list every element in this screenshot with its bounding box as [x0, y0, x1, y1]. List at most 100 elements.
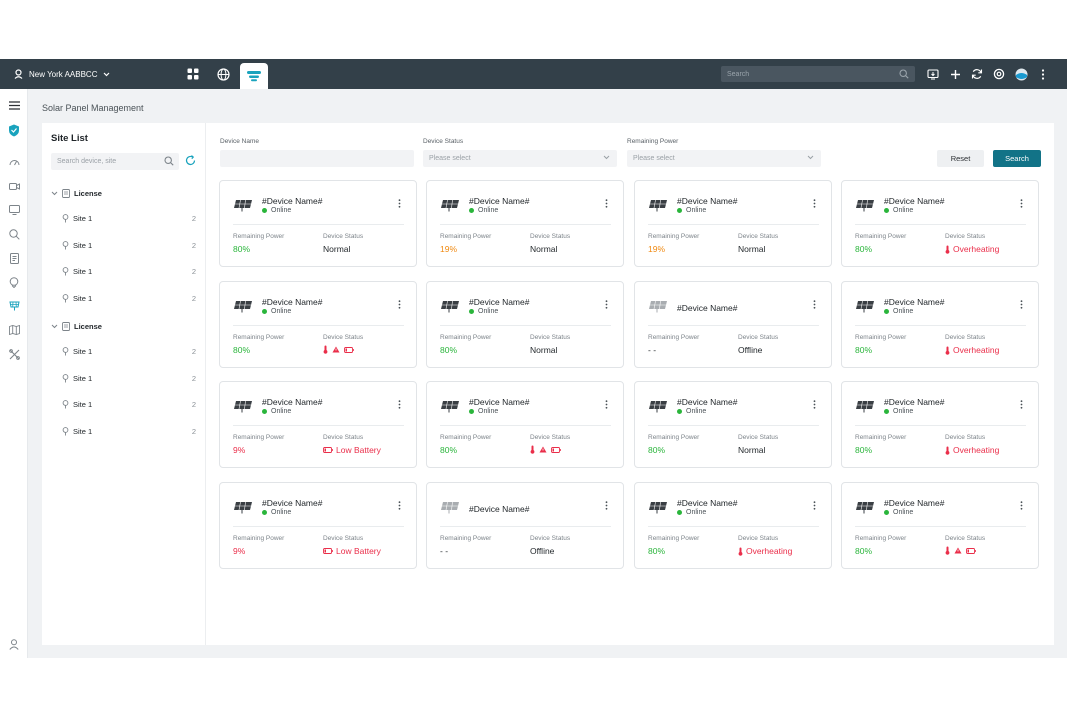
device-status-text: Overheating — [953, 445, 1000, 455]
remaining-power-select[interactable]: Please select — [627, 150, 821, 167]
card-more-button[interactable] — [398, 501, 402, 510]
alert-badge-icon — [9, 276, 19, 288]
device-card[interactable]: #Device Name# Online Remaining Power Device… — [841, 482, 1039, 569]
status-dot — [469, 409, 474, 414]
location-selector[interactable]: New York AABBCC — [14, 69, 110, 79]
device-card[interactable]: #Device Name# Online Remaining Power Device… — [219, 482, 417, 569]
document-icon — [9, 252, 19, 264]
tree-group-license[interactable]: License — [51, 189, 102, 198]
card-more-button[interactable] — [813, 400, 817, 409]
device-card[interactable]: #Device Name# Online Remaining Power Device… — [219, 381, 417, 468]
solar-module-tab[interactable] — [240, 63, 268, 89]
site-pin-icon — [62, 400, 69, 409]
device-card[interactable]: #Device Name# Online Remaining Power Device… — [426, 281, 624, 368]
card-more-button[interactable] — [605, 501, 609, 510]
tree-item-site[interactable]: Site 1 2 — [62, 214, 196, 223]
card-more-button[interactable] — [1020, 400, 1024, 409]
device-card[interactable]: #Device Name# Online Remaining Power Device… — [634, 381, 832, 468]
card-more-button[interactable] — [813, 199, 817, 208]
remaining-power-value: 80% — [233, 244, 251, 254]
device-card[interactable]: #Device Name# Online Remaining Power Device… — [841, 381, 1039, 468]
tree-item-site[interactable]: Site 1 2 — [62, 267, 196, 276]
remaining-power-caption: Remaining Power — [233, 334, 285, 341]
refresh-icon[interactable] — [185, 155, 196, 166]
remaining-power-value: 80% — [648, 445, 666, 455]
card-more-button[interactable] — [605, 199, 609, 208]
device-card[interactable]: #Device Name# Online Remaining Power Device… — [219, 180, 417, 267]
globe-button[interactable] — [210, 59, 236, 89]
refresh-button[interactable] — [970, 67, 984, 81]
nav-solar[interactable] — [7, 299, 21, 313]
device-status-text: Normal — [738, 445, 766, 455]
nav-documents[interactable] — [7, 251, 21, 265]
tree-item-site[interactable]: Site 1 2 — [62, 374, 196, 383]
tree-item-count: 2 — [191, 214, 196, 223]
card-more-button[interactable] — [605, 400, 609, 409]
menu-button[interactable] — [7, 98, 21, 112]
card-more-button[interactable] — [1020, 199, 1024, 208]
search-button[interactable]: Search — [993, 150, 1041, 167]
tree-item-site[interactable]: Site 1 2 — [62, 400, 196, 409]
more-vertical-icon — [1041, 68, 1045, 80]
tree-item-site[interactable]: Site 1 2 — [62, 347, 196, 356]
device-card[interactable]: #Device Name# Remaining Power Device Statu… — [426, 482, 624, 569]
card-more-button[interactable] — [1020, 501, 1024, 510]
online-status: Online — [262, 308, 291, 315]
nav-tools[interactable] — [7, 347, 21, 361]
device-card[interactable]: #Device Name# Remaining Power Device Statu… — [634, 281, 832, 368]
site-pin-icon — [62, 240, 69, 250]
settings-button[interactable] — [992, 67, 1006, 81]
device-card[interactable]: #Device Name# Online Remaining Power Device… — [634, 180, 832, 267]
tree-item-site[interactable]: Site 1 2 — [62, 241, 196, 250]
device-status-caption: Device Status — [945, 535, 986, 542]
site-search-input[interactable]: Search device, site — [51, 153, 179, 170]
device-card[interactable]: #Device Name# Online Remaining Power Device… — [841, 180, 1039, 267]
device-card[interactable]: #Device Name# Online Remaining Power Device… — [841, 281, 1039, 368]
remaining-power-caption: Remaining Power — [440, 434, 492, 441]
tree-item-site[interactable]: Site 1 2 — [62, 294, 196, 303]
device-name-input[interactable] — [220, 150, 414, 167]
add-button[interactable] — [948, 67, 962, 81]
screen-download-button[interactable] — [926, 67, 940, 81]
site-pin-icon — [62, 373, 69, 383]
tree-item-site[interactable]: Site 1 2 — [62, 427, 196, 436]
nav-map[interactable] — [7, 323, 21, 337]
device-status-select[interactable]: Please select — [423, 150, 617, 167]
card-more-button[interactable] — [398, 300, 402, 309]
status-dot — [884, 208, 889, 213]
global-search-input[interactable]: Search — [721, 66, 915, 82]
device-status-value: Overheating — [945, 445, 999, 455]
chevron-down-icon — [807, 155, 814, 160]
nav-profile[interactable] — [7, 637, 21, 651]
card-more-button[interactable] — [398, 199, 402, 208]
nav-display[interactable] — [7, 203, 21, 217]
nav-monitor[interactable] — [7, 155, 21, 169]
device-card[interactable]: #Device Name# Online Remaining Power Device… — [219, 281, 417, 368]
online-label: Online — [893, 408, 914, 415]
nav-dashboard[interactable] — [7, 123, 21, 137]
card-more-button[interactable] — [813, 501, 817, 510]
reset-button[interactable]: Reset — [937, 150, 984, 167]
device-status-value: Overheating — [738, 546, 792, 556]
nav-camera[interactable] — [7, 179, 21, 193]
nav-alerts[interactable] — [7, 275, 21, 289]
tree-group-license[interactable]: License — [51, 322, 102, 331]
nav-search[interactable] — [7, 227, 21, 241]
tree-item-count: 2 — [191, 347, 196, 356]
apps-grid-button[interactable] — [180, 59, 206, 89]
more-menu-button[interactable] — [1036, 67, 1050, 81]
card-more-button[interactable] — [1020, 300, 1024, 309]
card-more-button[interactable] — [398, 400, 402, 409]
device-card[interactable]: #Device Name# Online Remaining Power Device… — [634, 482, 832, 569]
card-more-button[interactable] — [813, 300, 817, 309]
device-card[interactable]: #Device Name# Online Remaining Power Device… — [426, 381, 624, 468]
user-avatar[interactable] — [1014, 67, 1028, 81]
device-status-value: Normal — [530, 345, 557, 355]
card-more-button[interactable] — [605, 300, 609, 309]
more-vertical-icon — [813, 400, 816, 409]
device-card[interactable]: #Device Name# Online Remaining Power Device… — [426, 180, 624, 267]
status-dot — [469, 309, 474, 314]
status-dot — [884, 510, 889, 515]
solar-panel-icon — [856, 199, 874, 212]
low-battery-icon — [551, 446, 561, 453]
